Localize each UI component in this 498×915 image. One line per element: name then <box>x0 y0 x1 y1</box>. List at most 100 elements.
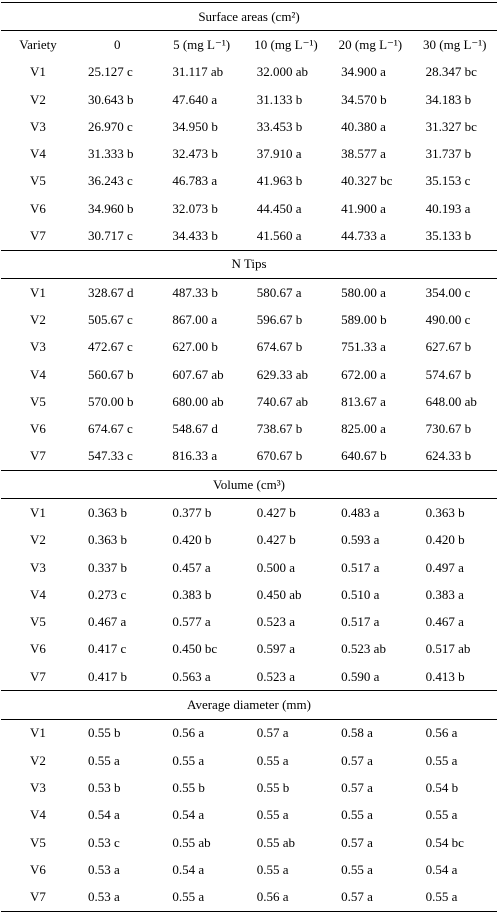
value-cell: 548.67 d <box>172 421 218 437</box>
value-cell: 640.67 b <box>341 448 387 464</box>
variety-cell: V3 <box>30 339 46 355</box>
value-cell: 596.67 b <box>256 311 303 327</box>
value-cell: 505.67 c <box>88 311 133 327</box>
section-title-row: Volume (cm³) <box>1 470 497 500</box>
value-cell: 31.737 b <box>425 146 472 162</box>
value-cell: 580.67 a <box>256 284 302 300</box>
value-cell: 31.327 bc <box>425 118 477 134</box>
value-cell: 34.900 a <box>341 64 386 80</box>
data-row: V7 30.717 c 34.433 b 41.560 a 44.733 a 35.133… <box>1 222 497 250</box>
value-cell: 0.363 b <box>425 504 465 520</box>
variety-cell: V1 <box>30 284 46 300</box>
variety-cell: V1 <box>30 64 46 80</box>
value-cell: 487.33 b <box>172 284 218 300</box>
value-cell: 354.00 c <box>425 284 471 300</box>
data-row: V6 34.960 b 32.073 b 44.450 a 41.900 a 40.193… <box>1 195 497 222</box>
value-cell: 33.453 b <box>256 118 303 134</box>
value-cell: 816.33 a <box>172 448 218 464</box>
value-cell: 0.56 a <box>172 725 205 741</box>
data-row: V5 0.53 c 0.55 ab 0.55 ab 0.57 a 0.54 bc <box>1 829 497 856</box>
header-row: Variety 0 5 (mg L⁻¹) 10 (mg L⁻¹) 20 (mg L⁻¹)… <box>1 31 497 59</box>
value-cell: 751.33 a <box>341 339 386 355</box>
variety-cell: V7 <box>30 228 46 244</box>
data-row: V3 0.337 b 0.457 a 0.500 a 0.517 a 0.497 a <box>1 554 497 581</box>
data-row: V5 0.467 a 0.577 a 0.523 a 0.517 a 0.467 a <box>1 609 497 636</box>
value-cell: 41.900 a <box>341 200 386 216</box>
value-cell: 0.517 a <box>341 559 380 575</box>
variety-cell: V5 <box>30 614 46 630</box>
data-row: V6 0.417 c 0.450 bc 0.597 a 0.523 ab 0.517 ab <box>1 636 497 663</box>
data-row: V1 328.67 d 487.33 b 580.67 a 580.00 a 354.00… <box>1 278 497 306</box>
value-cell: 0.523 ab <box>341 641 386 657</box>
value-cell: 0.55 a <box>172 752 205 768</box>
value-cell: 0.337 b <box>88 559 127 575</box>
value-cell: 40.380 a <box>341 118 386 134</box>
value-cell: 0.497 a <box>425 559 464 575</box>
value-cell: 0.593 a <box>341 532 380 548</box>
value-cell: 490.00 c <box>425 311 471 327</box>
value-cell: 574.67 b <box>425 366 472 382</box>
data-row: V3 472.67 c 627.00 b 674.67 b 751.33 a 627.67… <box>1 334 497 361</box>
data-row: V5 570.00 b 680.00 ab 740.67 ab 813.67 a 648.… <box>1 388 497 415</box>
variety-cell: V6 <box>30 861 46 877</box>
value-cell: 0.57 a <box>328 883 413 912</box>
value-cell: 0.55 ab <box>172 834 211 850</box>
value-cell: 648.00 ab <box>425 393 477 409</box>
value-cell: 0.500 a <box>256 559 296 575</box>
value-cell: 0.523 a <box>256 614 296 630</box>
value-cell: 680.00 ab <box>172 393 224 409</box>
data-row: V7 0.417 b 0.563 a 0.523 a 0.590 a 0.413 b <box>1 663 497 691</box>
value-cell: 0.377 b <box>172 504 212 520</box>
value-cell: 0.53 a <box>75 883 160 912</box>
value-cell: 0.417 b <box>88 668 127 684</box>
value-cell: 31.117 ab <box>172 64 224 80</box>
data-row: V1 0.55 b 0.56 a 0.57 a 0.58 a 0.56 a <box>1 719 497 747</box>
column-header: 5 (mg L⁻¹) <box>173 36 231 52</box>
variety-cell: V5 <box>30 834 46 850</box>
section-title-row: Surface areas (cm²) <box>1 1 497 32</box>
value-cell: 30.717 c <box>88 228 133 244</box>
section-title-row: N Tips <box>1 249 497 279</box>
value-cell: 0.517 ab <box>425 641 471 657</box>
value-cell: 0.55 a <box>412 883 497 912</box>
value-cell: 607.67 ab <box>172 366 224 382</box>
variety-cell: V4 <box>30 366 46 382</box>
value-cell: 0.510 a <box>341 586 380 602</box>
value-cell: 0.57 a <box>341 779 373 795</box>
value-cell: 0.55 ab <box>256 834 296 850</box>
value-cell: 570.00 b <box>88 393 134 409</box>
value-cell: 730.67 b <box>425 421 472 437</box>
section-title: Volume (cm³) <box>1 470 497 500</box>
value-cell: 0.577 a <box>172 614 211 630</box>
value-cell: 32.000 ab <box>256 64 309 80</box>
value-cell: 35.153 c <box>425 173 471 189</box>
variety-cell: V3 <box>30 559 46 575</box>
variety-cell: V5 <box>30 173 46 189</box>
data-row: V2 505.67 c 867.00 a 596.67 b 589.00 b 490.00… <box>1 306 497 333</box>
value-cell: 36.243 c <box>88 173 133 189</box>
value-cell: 589.00 b <box>341 311 387 327</box>
value-cell: 34.183 b <box>425 91 472 107</box>
value-cell: 25.127 c <box>88 64 133 80</box>
value-cell: 0.54 a <box>172 861 205 877</box>
value-cell: 0.56 a <box>425 725 458 741</box>
value-cell: 31.133 b <box>256 91 303 107</box>
value-cell: 0.55 a <box>425 807 458 823</box>
value-cell: 46.783 a <box>172 173 218 189</box>
value-cell: 0.54 a <box>172 807 205 823</box>
column-header: 20 (mg L⁻¹) <box>338 36 403 52</box>
value-cell: 0.53 c <box>88 834 120 850</box>
value-cell: 0.427 b <box>256 504 296 520</box>
value-cell: 0.57 a <box>341 752 373 768</box>
value-cell: 825.00 a <box>341 421 386 437</box>
value-cell: 0.57 a <box>341 834 373 850</box>
value-cell: 34.960 b <box>88 200 134 216</box>
data-row: V4 560.67 b 607.67 ab 629.33 ab 672.00 a 574.… <box>1 361 497 388</box>
variety-cell: V3 <box>30 118 46 134</box>
variety-cell: V3 <box>30 779 46 795</box>
value-cell: 44.450 a <box>256 200 302 216</box>
value-cell: 738.67 b <box>256 421 303 437</box>
value-cell: 40.327 bc <box>341 173 393 189</box>
value-cell: 0.413 b <box>425 668 465 684</box>
